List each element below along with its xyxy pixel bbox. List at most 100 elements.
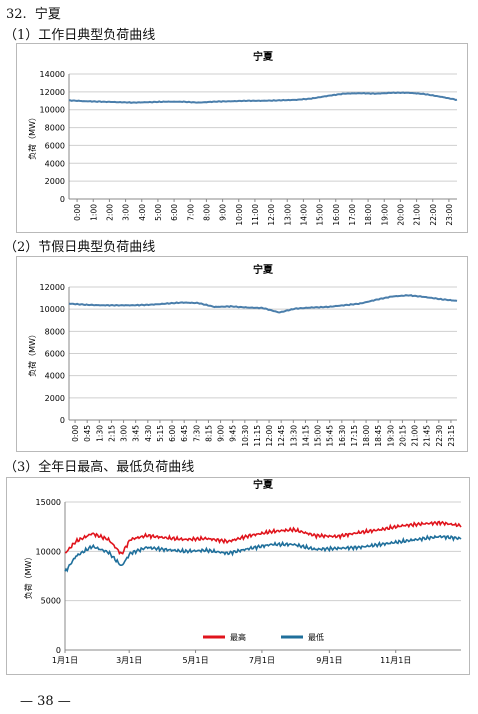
chart2-xtick-label: 22:30 — [435, 425, 444, 447]
chart2-xtick-label: 1:30 — [95, 425, 104, 442]
chart1-xtick-label: 22:00 — [429, 204, 438, 226]
chart1-ytick-label: 8000 — [45, 124, 65, 133]
chart2-xtick-label: 21:45 — [423, 425, 432, 447]
chart1-ytick-label: 2000 — [45, 177, 65, 186]
chart3-series-min-line — [64, 534, 462, 573]
section-header: 32. 宁夏 — [6, 3, 61, 22]
chart2-xtick-label: 15:00 — [314, 425, 323, 447]
chart1-panel: 宁夏 0 2000 4000 6000 8000 10000 12000 14000 负荷（MW）… — [16, 43, 468, 233]
chart2-xtick-label: 6:45 — [180, 425, 189, 442]
chart1-xtick-label: 19:00 — [380, 204, 389, 226]
chart2-xtick-label: 23:15 — [447, 425, 456, 447]
page-number: — 38 — — [20, 694, 71, 709]
chart1-xtick-label: 5:00 — [154, 204, 163, 221]
chart2-xtick-label: 18:45 — [374, 425, 383, 447]
chart1-xtick-label: 10:00 — [235, 204, 244, 226]
chart3-ytick-label: 0 — [56, 646, 61, 655]
chart2-xtick-label: 20:15 — [398, 425, 407, 447]
chart3-xtick-label: 7月1日 — [249, 656, 275, 665]
chart1-xtick-label: 12:00 — [267, 204, 276, 226]
chart2-xtick-label: 0:45 — [83, 425, 92, 442]
chart2-xtick-label: 3:00 — [120, 425, 129, 442]
chart2-xtick-label: 11:15 — [253, 425, 262, 447]
chart2-ytick-label: 12000 — [40, 283, 65, 292]
chart3-xtick-label: 5月1日 — [182, 656, 208, 665]
chart1-xtick-label: 7:00 — [186, 204, 195, 221]
chart1-heading: （1）工作日典型负荷曲线 — [4, 28, 156, 43]
chart2-xtick-label: 6:00 — [168, 425, 177, 442]
chart2-ytick-label: 10000 — [40, 305, 65, 314]
chart1-ytick-label: 12000 — [40, 88, 65, 97]
chart3-ytick-label: 5000 — [41, 597, 61, 606]
chart1-ytick-label: 6000 — [45, 141, 65, 150]
chart2-xtick-label: 12:00 — [265, 425, 274, 447]
chart1-series-line — [68, 91, 458, 104]
chart2-ylabel: 负荷（MW） — [27, 330, 37, 377]
chart2-xtick-label: 21:00 — [411, 425, 420, 447]
chart2-ytick-label: 2000 — [45, 394, 65, 403]
chart2-xtick-label: 13:30 — [289, 425, 298, 447]
chart3-xtick-label: 11月1日 — [380, 656, 411, 665]
chart1-xtick-label: 14:00 — [299, 204, 308, 226]
chart2-xtick-label: 0:00 — [71, 425, 80, 442]
section-number: 32. — [6, 7, 27, 22]
chart2-title: 宁夏 — [253, 263, 274, 276]
chart3-series-max-line — [64, 520, 462, 555]
chart3-legend-label-min: 最低 — [308, 632, 324, 642]
chart1-title: 宁夏 — [253, 50, 274, 63]
chart1-ytick-label: 14000 — [40, 70, 65, 79]
chart2-xtick-label: 3:45 — [132, 425, 141, 442]
chart1-svg: 宁夏 0 2000 4000 6000 8000 10000 12000 14000 负荷（MW）… — [27, 50, 458, 226]
chart1-xtick-label: 3:00 — [122, 204, 131, 221]
chart3-xtick-label: 9月1日 — [316, 656, 342, 665]
chart2-xtick-label: 17:15 — [350, 425, 359, 447]
chart1-xtick-label: 8:00 — [202, 204, 211, 221]
chart2-xtick-label: 4:30 — [144, 425, 153, 442]
chart2-xtick-label: 2:15 — [107, 425, 116, 442]
chart1-xtick-label: 11:00 — [251, 204, 260, 226]
chart1-xtick-label: 17:00 — [348, 204, 357, 226]
chart2-xtick-label: 12:45 — [277, 425, 286, 447]
chart2-xtick-label: 15:45 — [326, 425, 335, 447]
chart2-ytick-label: 8000 — [45, 327, 65, 336]
chart1-ytick-label: 0 — [60, 195, 65, 204]
chart2-ytick-label: 6000 — [45, 350, 65, 359]
chart2-xtick-label: 10:30 — [241, 425, 250, 447]
chart1-xtick-label: 18:00 — [364, 204, 373, 226]
chart3-xtick-label: 3月1日 — [116, 656, 142, 665]
chart1-ylabel: 负荷（MW） — [27, 113, 37, 160]
chart1-xtick-label: 9:00 — [219, 204, 228, 221]
chart2-ytick-label: 0 — [60, 416, 65, 425]
chart2-svg: 宁夏 0 2000 4000 6000 8000 10000 12000 负荷（MW） 0:00 0… — [27, 263, 458, 447]
chart1-xtick-label: 6:00 — [170, 204, 179, 221]
chart1-xtick-label: 1:00 — [89, 204, 98, 221]
chart1-xtick-label: 20:00 — [396, 204, 405, 226]
chart3-legend-label-max: 最高 — [230, 632, 246, 642]
section-region: 宁夏 — [34, 7, 61, 22]
chart1-xtick-label: 13:00 — [283, 204, 292, 226]
chart1-xtick-label: 23:00 — [445, 204, 454, 226]
chart2-heading: （2）节假日典型负荷曲线 — [4, 240, 156, 255]
chart3-xtick-label: 1月1日 — [52, 656, 78, 665]
chart3-ytick-label: 15000 — [36, 498, 61, 507]
chart3-title: 宁夏 — [253, 478, 274, 491]
chart1-xtick-label: 21:00 — [413, 204, 422, 226]
chart3-panel: 宁夏 0 5000 10000 15000 负荷（MW） 1月1日 3月1日 5月1日 7月1日 9… — [6, 477, 470, 675]
chart1-xtick-label: 16:00 — [332, 204, 341, 226]
chart1-xtick-label: 15:00 — [316, 204, 325, 226]
chart3-ylabel: 负荷（MW） — [23, 553, 33, 600]
chart3-ytick-label: 10000 — [36, 547, 61, 556]
chart1-xtick-label: 0:00 — [73, 204, 82, 221]
chart2-xtick-label: 9:00 — [217, 425, 226, 442]
chart2-xtick-label: 16:30 — [338, 425, 347, 447]
chart2-ytick-label: 4000 — [45, 372, 65, 381]
chart2-xtick-label: 18:00 — [362, 425, 371, 447]
chart1-ytick-label: 10000 — [40, 106, 65, 115]
chart2-xtick-label: 5:15 — [156, 425, 165, 442]
chart1-ytick-label: 4000 — [45, 159, 65, 168]
chart3-heading: （3）全年日最高、最低负荷曲线 — [4, 460, 195, 475]
chart2-series-line — [68, 294, 458, 314]
chart2-xtick-label: 19:30 — [386, 425, 395, 447]
chart1-xtick-label: 2:00 — [105, 204, 114, 221]
chart2-xtick-label: 14:15 — [301, 425, 310, 447]
